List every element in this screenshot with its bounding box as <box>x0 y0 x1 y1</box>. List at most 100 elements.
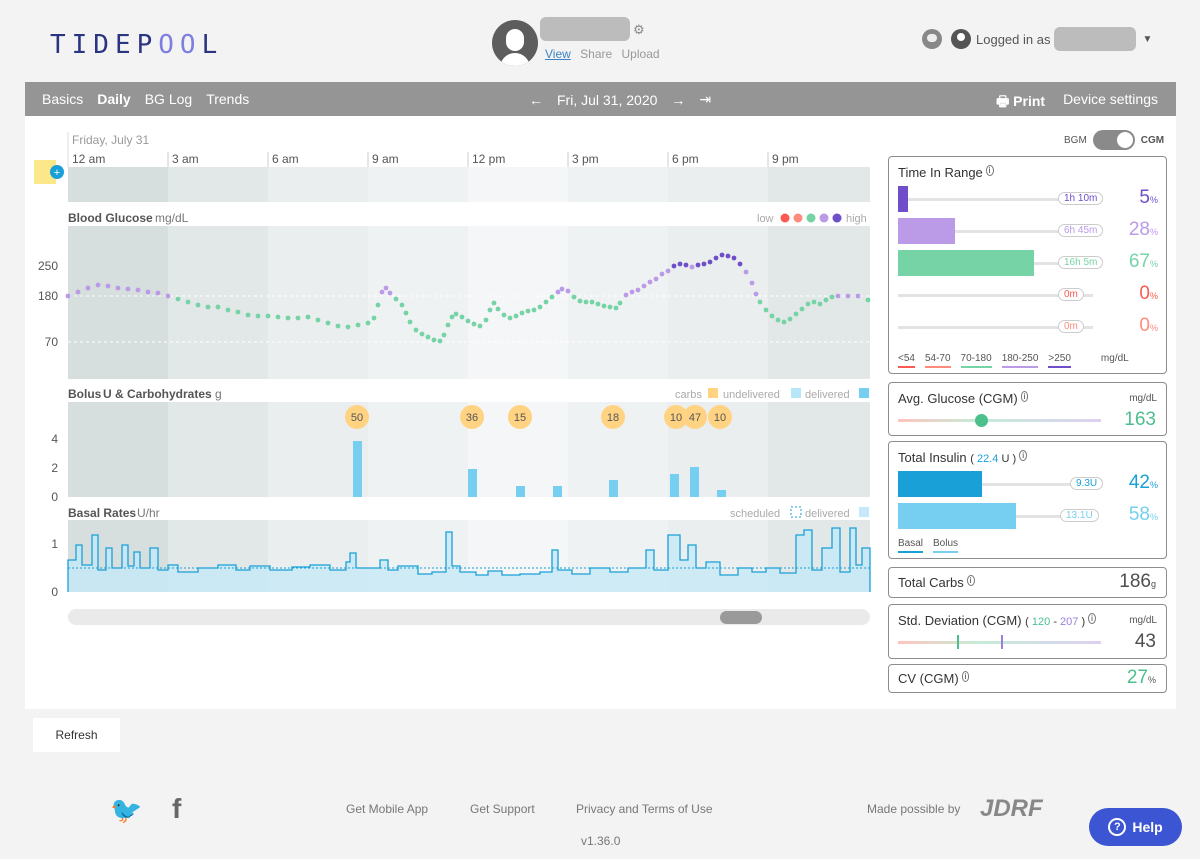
chart-scroll-thumb[interactable] <box>720 611 762 624</box>
carb-circle[interactable]: 10 <box>664 405 688 429</box>
info-icon[interactable]: i <box>1019 450 1027 461</box>
bg-reading <box>205 304 211 310</box>
arrow-left-icon[interactable]: ← <box>529 91 543 108</box>
insulin-amount: 13.1U <box>1060 509 1099 522</box>
twitter-icon[interactable]: 🐦 <box>110 795 143 825</box>
bg-reading <box>445 322 451 328</box>
bg-reading <box>449 314 455 320</box>
bg-reading <box>365 320 371 326</box>
day-label: Friday, July 31 <box>72 133 149 147</box>
tab-bg-log[interactable]: BG Log <box>144 91 193 107</box>
svg-text:+: + <box>54 167 60 179</box>
bg-reading <box>431 337 437 343</box>
bg-reading <box>95 282 101 288</box>
bg-reading <box>525 308 531 314</box>
help-button[interactable]: ? Help <box>1089 808 1182 846</box>
toggle-switch[interactable] <box>1092 130 1135 150</box>
bg-reading <box>799 306 805 312</box>
avg-glucose-card: Avg. Glucose (CGM) i mg/dL 163 <box>888 382 1167 436</box>
carb-value: 18 <box>607 412 619 424</box>
tab-daily[interactable]: Daily <box>97 91 131 107</box>
carb-circle[interactable]: 18 <box>601 405 625 429</box>
bgm-cgm-toggle[interactable]: BGM CGM <box>1064 130 1164 150</box>
bg-reading <box>805 301 811 307</box>
facebook-icon[interactable]: f <box>172 793 182 824</box>
bg-reading <box>855 293 861 299</box>
bg-reading <box>623 292 629 298</box>
bg-reading <box>383 285 389 291</box>
arrow-right-icon[interactable]: → <box>671 91 686 108</box>
carb-circle[interactable]: 15 <box>508 405 532 429</box>
info-icon[interactable]: i <box>966 575 975 586</box>
avg-value: 163 <box>1124 409 1156 430</box>
bg-reading <box>325 320 331 326</box>
bg-reading <box>793 311 799 317</box>
add-note-icon[interactable]: + <box>34 160 64 184</box>
bg-reading <box>215 304 221 310</box>
bg-reading <box>305 314 311 320</box>
bg-reading <box>589 299 595 305</box>
bg-reading <box>165 293 171 299</box>
basal-delivered-area <box>68 528 870 592</box>
info-icon[interactable]: i <box>961 671 970 682</box>
bg-reading <box>265 313 271 319</box>
refresh-button[interactable]: Refresh <box>33 718 120 752</box>
basal-units: U/hr <box>137 506 160 520</box>
bg-reading <box>737 261 743 267</box>
carb-circle[interactable]: 47 <box>683 405 707 429</box>
bg-reading <box>719 252 725 258</box>
upload-link[interactable]: Upload <box>621 47 660 61</box>
info-icon[interactable]: i <box>1088 613 1096 624</box>
skip-to-latest-icon[interactable]: ⇥ <box>699 91 712 107</box>
bg-reading <box>537 304 543 310</box>
bg-tick-70: 70 <box>45 335 59 349</box>
print-button[interactable]: 🖶 Print <box>996 93 1046 109</box>
device-settings-button[interactable]: Device settings <box>1063 91 1158 107</box>
care-team-icon[interactable] <box>922 29 942 49</box>
bg-reading <box>255 313 261 319</box>
bg-reading <box>559 286 565 292</box>
bg-reading <box>757 299 763 305</box>
tidepool-logo[interactable]: TIDEPOOL <box>50 30 224 60</box>
carb-circle[interactable]: 10 <box>708 405 732 429</box>
bg-reading <box>811 299 817 305</box>
bg-reading <box>235 309 241 315</box>
tab-trends[interactable]: Trends <box>206 91 250 107</box>
tir-row: 0m 0% <box>898 314 1158 340</box>
tir-row: 16h 5m 67% <box>898 250 1158 276</box>
bolus-legend-carbs: carbs <box>675 389 702 401</box>
bg-reading <box>85 285 91 291</box>
carb-circle[interactable]: 36 <box>460 405 484 429</box>
bg-reading <box>491 300 497 306</box>
bg-reading <box>399 302 405 308</box>
share-link[interactable]: Share <box>580 47 613 61</box>
tab-basics[interactable]: Basics <box>42 91 84 107</box>
user-name-redacted[interactable] <box>1054 27 1137 51</box>
get-support-link[interactable]: Get Support <box>470 802 535 816</box>
bg-reading <box>845 293 851 299</box>
bg-reading <box>459 314 465 320</box>
chart-scroll-track[interactable] <box>68 609 870 625</box>
bg-reading <box>549 294 555 300</box>
basal-title: Basal Rates <box>68 506 136 520</box>
bg-reading <box>403 310 409 316</box>
bg-reading <box>725 253 731 259</box>
chevron-down-icon[interactable]: ▼ <box>1142 33 1153 45</box>
bg-reading <box>419 331 425 337</box>
carb-value: 15 <box>514 412 526 424</box>
bg-reading <box>453 311 459 317</box>
info-icon[interactable]: i <box>1020 391 1029 402</box>
bg-reading <box>465 318 471 324</box>
tir-duration: 16h 5m <box>1058 256 1104 269</box>
gear-icon[interactable]: ⚙ <box>633 22 645 37</box>
bg-reading <box>275 314 281 320</box>
carb-circle[interactable]: 50 <box>345 405 369 429</box>
privacy-terms-link[interactable]: Privacy and Terms of Use <box>576 802 713 816</box>
info-icon[interactable]: i <box>985 165 994 176</box>
bg-legend-high: high <box>846 213 867 225</box>
view-link[interactable]: View <box>545 47 571 61</box>
get-mobile-app-link[interactable]: Get Mobile App <box>346 802 429 816</box>
jdrf-logo[interactable]: JDRF <box>980 795 1043 822</box>
bg-reading <box>731 255 737 261</box>
sd-value: 43 <box>1134 631 1156 652</box>
